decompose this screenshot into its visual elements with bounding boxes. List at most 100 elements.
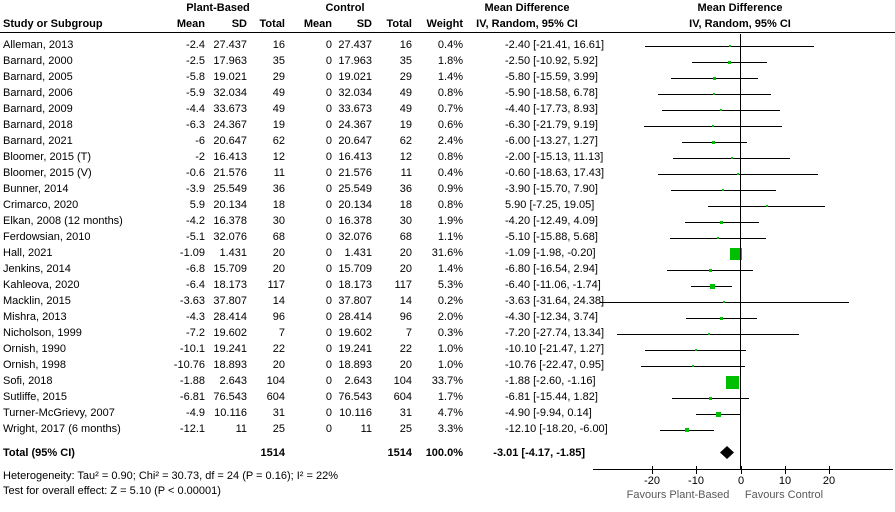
total-exp-cell: 7: [278, 327, 285, 339]
study-name: Alleman, 2013: [3, 39, 74, 51]
sd-exp-cell: 28.414: [213, 311, 247, 323]
ci-text-cell: -2.40 [-21.41, 16.61]: [505, 39, 605, 51]
total-exp-cell: 62: [272, 135, 285, 147]
sd-ctl-cell: 1.431: [344, 247, 372, 259]
summary-diamond: [720, 446, 734, 459]
axis-tick: [741, 466, 742, 474]
sd-ctl-cell: 25.549: [338, 183, 372, 195]
total-ctl-cell: 104: [393, 375, 412, 387]
effect-marker: [713, 77, 716, 80]
ci-text-cell: -4.40 [-17.73, 8.93]: [505, 103, 598, 115]
total-ctl-cell: 19: [399, 119, 412, 131]
study-name: Turner-McGrievy, 2007: [3, 407, 115, 419]
weight-cell: 0.8%: [437, 151, 463, 163]
column-header-total-2: Total: [386, 18, 412, 30]
mean-ctl-cell: 0: [325, 423, 332, 435]
group-header-plant-based: Plant-Based: [186, 2, 250, 14]
total-exp-cell: 104: [266, 375, 285, 387]
sd-ctl-cell: 76.543: [338, 391, 372, 403]
total-ctl-cell: 11: [400, 167, 412, 179]
total-ctl-cell: 20: [399, 263, 412, 275]
sd-exp-cell: 10.116: [214, 407, 247, 419]
mean-exp-cell: -4.4: [186, 103, 205, 115]
axis-tick: [696, 466, 697, 474]
effect-marker: [722, 189, 724, 191]
total-exp-cell: 29: [272, 71, 285, 83]
total-exp-cell: 20: [272, 359, 285, 371]
mean-exp-cell: -4.3: [186, 311, 205, 323]
mean-ctl-cell: 0: [325, 247, 332, 259]
sd-exp-cell: 11: [235, 423, 247, 435]
sd-exp-cell: 20.647: [213, 135, 247, 147]
sd-ctl-cell: 33.673: [338, 103, 372, 115]
ci-text-cell: -6.80 [-16.54, 2.94]: [505, 263, 598, 275]
total-ctl-cell: 96: [399, 311, 412, 323]
weight-cell: 3.3%: [437, 423, 463, 435]
effect-marker: [713, 93, 715, 95]
effect-marker: [766, 205, 768, 207]
study-name: Ornish, 1990: [3, 343, 66, 355]
mean-ctl-cell: 0: [325, 39, 332, 51]
study-name: Barnard, 2005: [3, 71, 73, 83]
total-n2: 1514: [387, 447, 412, 459]
column-header-total-1: Total: [259, 18, 285, 30]
sd-ctl-cell: 19.021: [338, 71, 372, 83]
weight-cell: 1.7%: [437, 391, 463, 403]
mean-exp-cell: -6.4: [186, 279, 205, 291]
total-ctl-cell: 14: [399, 295, 412, 307]
mean-exp-cell: -6.3: [186, 119, 205, 131]
mean-exp-cell: -6.81: [179, 391, 205, 403]
total-exp-cell: 14: [272, 295, 285, 307]
study-name: Bloomer, 2015 (T): [3, 151, 92, 163]
effect-marker: [712, 141, 715, 144]
effect-marker: [709, 397, 712, 400]
sd-ctl-cell: 10.116: [339, 407, 372, 419]
column-header-ci: IV, Random, 95% CI: [476, 18, 578, 30]
group-header-control: Control: [325, 2, 365, 14]
mean-exp-cell: -6: [195, 135, 205, 147]
sd-exp-cell: 18.173: [213, 279, 247, 291]
sd-exp-cell: 37.807: [213, 295, 247, 307]
study-name: Sutliffe, 2015: [3, 391, 68, 403]
mean-ctl-cell: 0: [325, 231, 332, 243]
total-ctl-cell: 117: [394, 279, 412, 291]
mean-exp-cell: -4.9: [186, 407, 205, 419]
mean-exp-cell: 5.9: [189, 199, 205, 211]
mean-ctl-cell: 0: [325, 87, 332, 99]
total-ctl-cell: 25: [399, 423, 412, 435]
sd-ctl-cell: 27.437: [338, 39, 372, 51]
weight-cell: 0.4%: [437, 167, 463, 179]
weight-cell: 0.9%: [437, 183, 463, 195]
total-ctl-cell: 30: [399, 215, 412, 227]
ci-text-cell: -6.40 [-11.06, -1.74]: [505, 279, 601, 291]
total-exp-cell: 22: [272, 343, 285, 355]
sd-ctl-cell: 21.576: [338, 167, 372, 179]
study-name: Crimarco, 2020: [3, 199, 79, 211]
study-name: Barnard, 2018: [3, 119, 73, 131]
effect-marker: [716, 412, 721, 417]
column-header-mean-2: Mean: [303, 18, 332, 30]
sd-exp-cell: 17.963: [213, 55, 247, 67]
x-axis: [593, 469, 893, 470]
mean-exp-cell: -7.2: [186, 327, 205, 339]
mean-exp-cell: -5.1: [186, 231, 205, 243]
sd-exp-cell: 19.021: [213, 71, 247, 83]
sd-ctl-cell: 20.134: [338, 199, 372, 211]
ci-text-cell: -10.76 [-22.47, 0.95]: [505, 359, 605, 371]
total-ctl-cell: 35: [399, 55, 412, 67]
sd-ctl-cell: 32.076: [338, 231, 372, 243]
total-exp-cell: 18: [272, 199, 285, 211]
mean-exp-cell: -2.4: [186, 39, 205, 51]
sd-ctl-cell: 2.643: [344, 375, 372, 387]
total-ctl-cell: 20: [399, 359, 412, 371]
header-separator-line: [0, 32, 895, 33]
total-ctl-cell: 20: [399, 247, 412, 259]
column-header-sd-2: SD: [356, 18, 372, 30]
sd-ctl-cell: 16.413: [338, 151, 372, 163]
effect-marker: [717, 237, 719, 239]
mean-exp-cell: -1.88: [179, 375, 205, 387]
sd-ctl-cell: 19.602: [338, 327, 372, 339]
total-ctl-cell: 18: [399, 199, 412, 211]
weight-cell: 0.6%: [437, 119, 463, 131]
study-name: Elkan, 2008 (12 months): [3, 215, 123, 227]
